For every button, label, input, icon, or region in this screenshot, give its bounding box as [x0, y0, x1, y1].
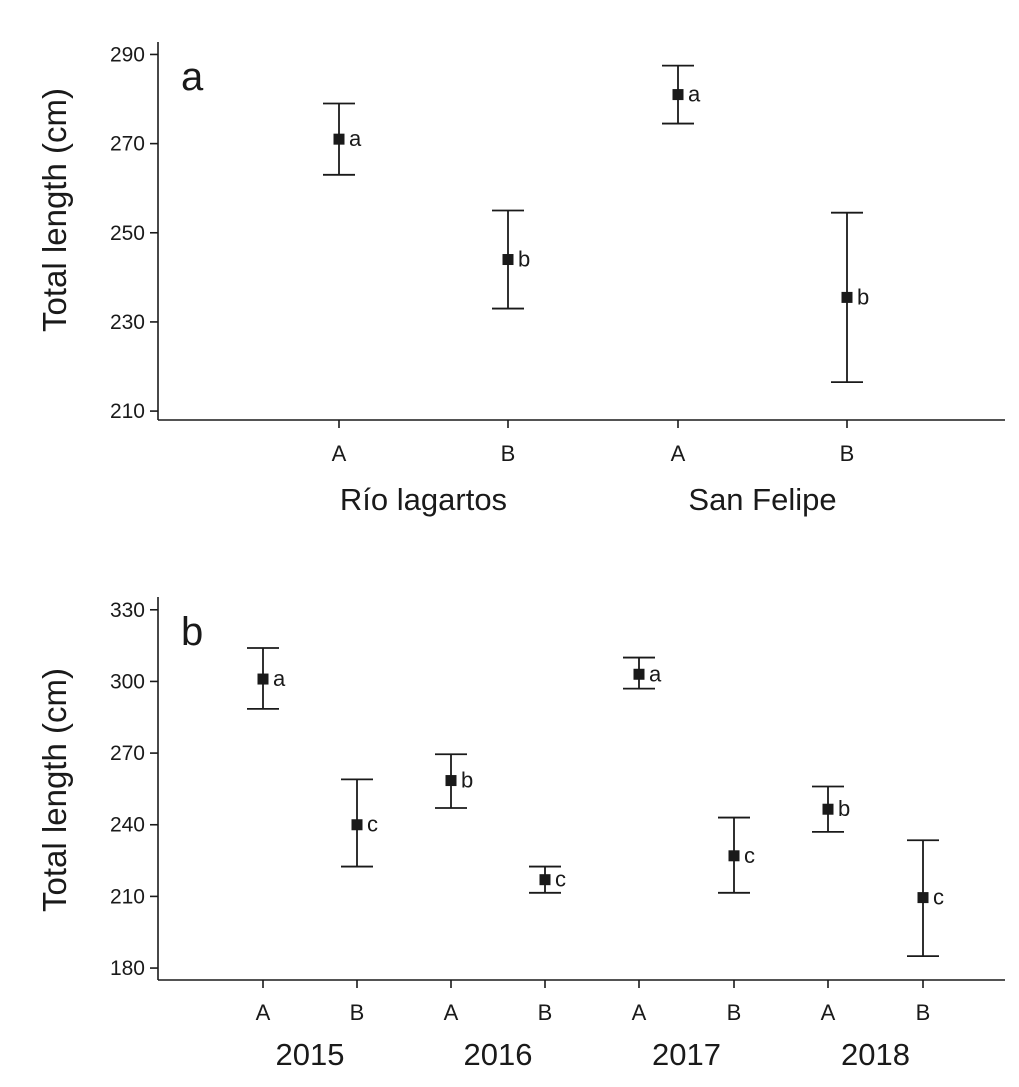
x-tick-label: B [350, 1000, 365, 1025]
y-tick-label: 210 [110, 400, 145, 423]
significance-letter: c [933, 885, 944, 910]
group-label: Río lagartos [340, 482, 507, 517]
significance-letter: a [688, 82, 701, 107]
group-label: San Felipe [688, 482, 836, 517]
y-tick-label: 330 [110, 599, 145, 622]
y-tick-label: 250 [110, 222, 145, 245]
x-tick-label: A [256, 1000, 271, 1025]
data-point-marker [539, 874, 551, 886]
data-point-marker [351, 819, 363, 831]
y-axis-label: Total length (cm) [36, 668, 73, 912]
data-point-marker [841, 291, 853, 303]
data-point-marker [333, 133, 345, 145]
x-tick-label: A [671, 441, 686, 466]
panel-a-chart: 210 230 250 270 290 Total length (cm) a A B Río l… [36, 42, 1005, 517]
y-tick-label: 180 [110, 957, 145, 980]
significance-letter: b [461, 768, 473, 793]
data-point-marker [822, 803, 834, 815]
x-tick-label: A [632, 1000, 647, 1025]
y-tick-label: 290 [110, 43, 145, 66]
data-point-marker [672, 89, 684, 101]
x-tick-label: B [538, 1000, 553, 1025]
significance-letter: a [649, 661, 662, 686]
data-point-marker [257, 673, 269, 685]
x-tick-label: B [916, 1000, 931, 1025]
significance-letter: c [367, 812, 378, 837]
x-tick-label: A [444, 1000, 459, 1025]
y-tick-label: 230 [110, 311, 145, 334]
group-label: 2018 [841, 1037, 910, 1072]
x-tick-label: B [501, 441, 516, 466]
significance-letter: a [273, 666, 286, 691]
data-point-marker [502, 254, 514, 266]
data-point-marker [917, 892, 929, 904]
y-tick-label: 300 [110, 670, 145, 693]
group-label: 2016 [464, 1037, 533, 1072]
y-tick-label: 240 [110, 814, 145, 837]
significance-letter: c [744, 843, 755, 868]
significance-letter: b [518, 247, 530, 272]
significance-letter: a [349, 126, 362, 151]
y-tick-label: 270 [110, 742, 145, 765]
group-label: 2017 [652, 1037, 721, 1072]
data-point-marker [445, 775, 457, 787]
x-tick-label: B [727, 1000, 742, 1025]
x-tick-label: A [332, 441, 347, 466]
x-tick-label: B [840, 441, 855, 466]
panel-label: a [181, 55, 204, 99]
data-point-marker [633, 668, 645, 680]
y-tick-label: 210 [110, 885, 145, 908]
panel-label: b [181, 610, 203, 654]
y-tick-label: 270 [110, 133, 145, 156]
significance-letter: b [838, 796, 850, 821]
y-axis-label: Total length (cm) [36, 88, 73, 332]
x-tick-label: A [821, 1000, 836, 1025]
significance-letter: c [555, 867, 566, 892]
significance-letter: b [857, 284, 869, 309]
data-point-marker [728, 850, 740, 862]
group-label: 2015 [276, 1037, 345, 1072]
